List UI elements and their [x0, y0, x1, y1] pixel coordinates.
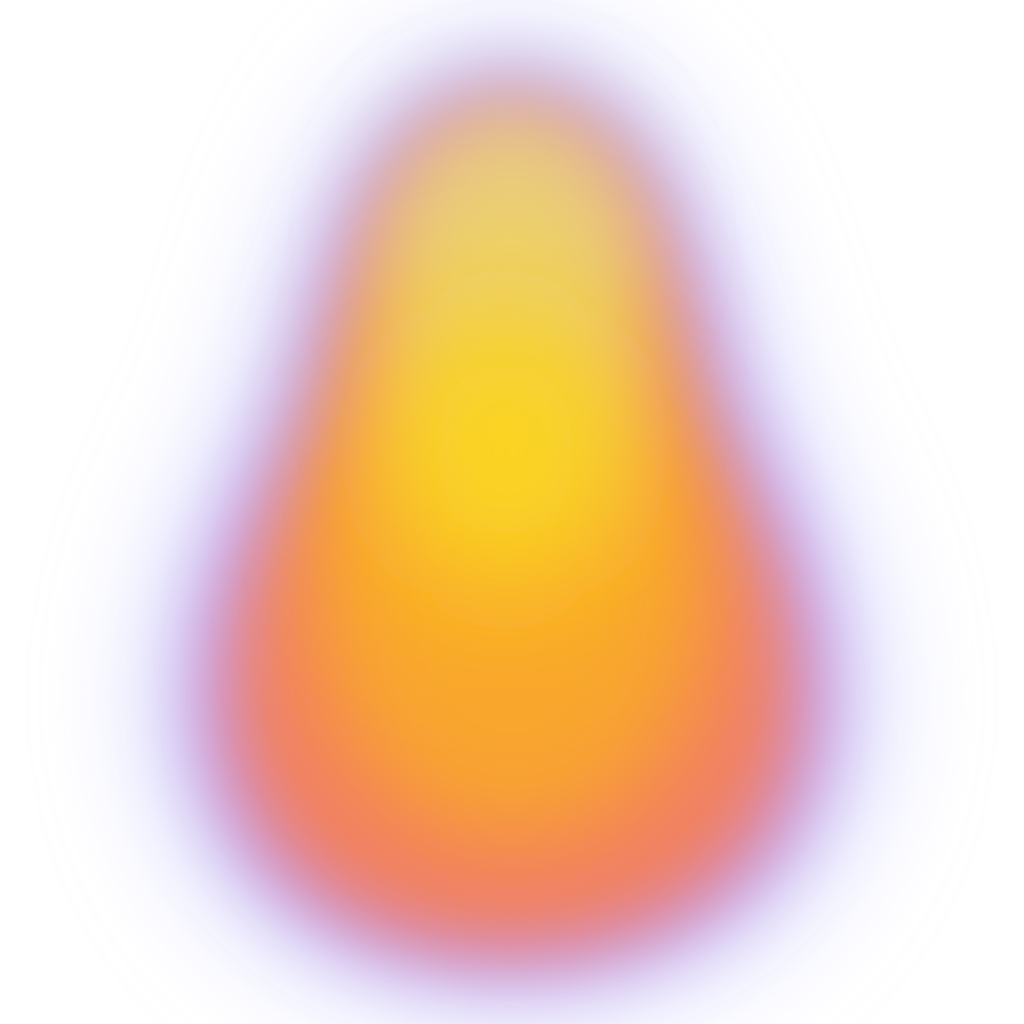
blob-core-yellow: [385, 300, 625, 600]
